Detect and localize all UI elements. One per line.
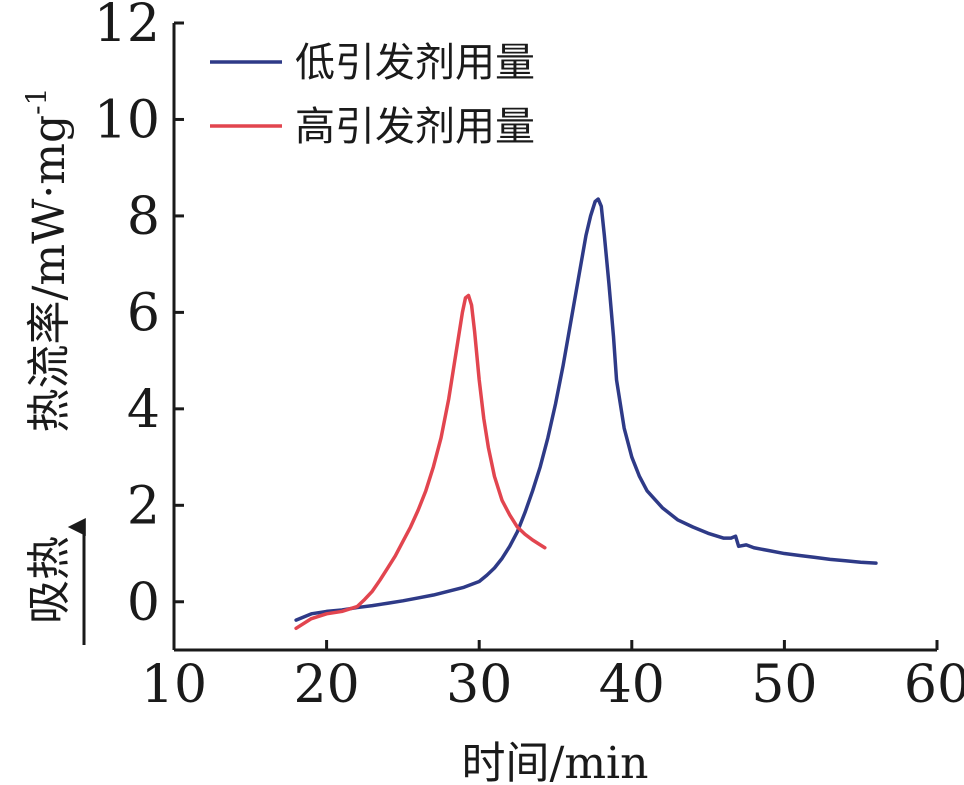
- y-tick-label: 6: [127, 283, 160, 343]
- y-axis-title-group: 热流率/mW·mg-1: [20, 88, 75, 433]
- x-tick-label: 50: [751, 655, 817, 715]
- legend-label-high: 高引发剂用量: [295, 104, 535, 150]
- y-tick-label: 12: [94, 0, 160, 54]
- x-tick-label: 30: [446, 655, 512, 715]
- y-tick-label: 10: [94, 90, 160, 150]
- x-tick-label: 20: [294, 655, 360, 715]
- y-tick-label: 0: [127, 573, 160, 633]
- endotherm-label-group: 吸热: [24, 536, 75, 624]
- y-tick-label: 4: [127, 380, 160, 440]
- endotherm-label: 吸热: [24, 536, 75, 624]
- y-tick-label: 8: [127, 187, 160, 247]
- y-ticks: 0 2 4 6 8 10 12: [94, 0, 184, 633]
- x-tick-label: 10: [141, 655, 207, 715]
- y-axis-title: 热流率/mW·mg-1: [20, 88, 75, 433]
- y-tick-label: 2: [127, 476, 160, 536]
- series-layer: [294, 197, 878, 631]
- series-line-high-initiator: [294, 293, 547, 631]
- axes: [172, 23, 937, 652]
- x-tick-label: 40: [599, 655, 665, 715]
- series-line-low-initiator: [294, 197, 878, 622]
- x-axis-title: 时间/min: [462, 738, 649, 785]
- legend: 低引发剂用量 高引发剂用量: [210, 40, 535, 150]
- x-ticks: 10 20 30 40 50 60: [141, 640, 964, 715]
- x-tick-label: 60: [904, 655, 964, 715]
- legend-label-low: 低引发剂用量: [295, 40, 535, 86]
